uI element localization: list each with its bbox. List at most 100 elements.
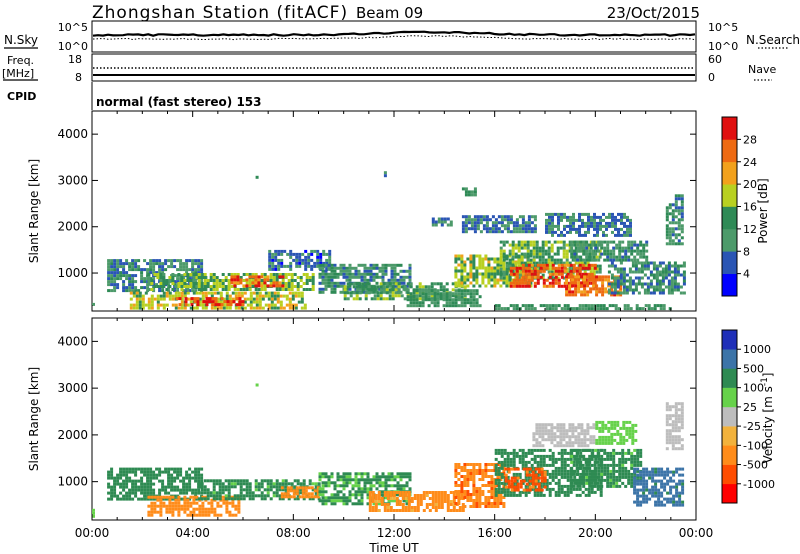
data-cell [668,236,672,240]
data-cell [210,306,214,310]
data-cell [310,264,314,268]
data-cell [342,487,346,491]
data-cell [324,499,328,503]
data-cell [643,267,647,271]
data-cell [457,278,461,282]
data-cell [134,488,138,492]
data-cell [427,295,431,299]
data-cell [343,294,347,298]
data-cell [396,475,400,479]
data-cell [652,273,656,277]
data-cell [481,272,485,276]
data-cell [425,491,429,494]
data-cell [390,472,394,476]
data-cell [381,490,385,494]
data-cell [510,479,514,483]
data-cell [372,484,376,488]
data-cell [186,297,190,301]
data-cell [573,255,577,259]
data-cell [129,297,133,301]
data-cell [527,460,531,464]
data-cell [502,260,506,264]
data-cell [505,267,509,271]
data-cell [229,303,233,307]
data-cell [513,479,517,483]
data-cell [149,262,153,266]
data-cell [179,467,183,471]
data-cell [198,291,202,295]
data-cell [394,294,398,298]
data-cell [188,289,192,293]
data-cell [165,282,169,285]
data-cell [235,303,239,307]
data-cell [587,215,590,219]
data-cell [125,473,129,477]
data-cell [512,463,516,467]
data-cell [393,266,397,270]
data-cell [162,504,166,508]
data-cell [542,454,546,458]
data-cell [576,448,580,452]
colorbar-tick-label: 16 [743,201,757,214]
data-cell [605,227,608,231]
data-cell [107,473,111,477]
data-cell [596,224,599,228]
data-cell [622,273,626,277]
data-cell [443,491,447,494]
data-cell [367,288,371,292]
data-cell [478,487,482,490]
data-cell [627,240,631,244]
data-cell [464,187,468,191]
data-cell [554,466,558,470]
data-cell [368,497,372,500]
data-cell [107,470,111,474]
data-cell [197,282,201,285]
data-cell [354,275,358,279]
data-cell [381,290,385,294]
data-cell [437,491,441,494]
data-cell [605,233,608,237]
data-cell [251,279,255,282]
data-cell [321,484,325,488]
data-cell [176,470,180,474]
data-cell [345,275,349,279]
data-cell [110,265,114,269]
data-cell [610,261,614,265]
data-cell [147,504,151,508]
data-cell [551,463,555,467]
data-cell [451,301,455,305]
data-cell [107,259,111,263]
data-cell [500,481,504,485]
data-cell [336,496,340,500]
data-cell [680,197,684,201]
data-cell [569,457,573,461]
data-cell [554,275,558,279]
data-cell [152,283,156,287]
data-cell [437,500,441,503]
data-cell [330,287,334,291]
data-cell [209,273,213,276]
data-cell [189,282,193,285]
data-cell [629,230,632,234]
data-cell [517,255,521,259]
data-cell [402,484,406,488]
data-cell [508,258,512,262]
data-cell [592,287,596,291]
data-cell [547,249,551,253]
data-cell [463,289,467,293]
data-cell [386,491,390,494]
data-cell [644,304,648,308]
data-cell [585,460,589,464]
data-cell [623,307,627,311]
data-cell [305,282,309,285]
data-cell [475,499,479,502]
data-cell [170,479,174,483]
data-cell [469,260,473,264]
data-cell [183,504,187,508]
data-cell [472,499,476,502]
data-cell [184,300,188,304]
data-cell [445,301,449,305]
data-cell [300,306,304,310]
data-cell [325,261,329,265]
data-cell [588,448,592,452]
